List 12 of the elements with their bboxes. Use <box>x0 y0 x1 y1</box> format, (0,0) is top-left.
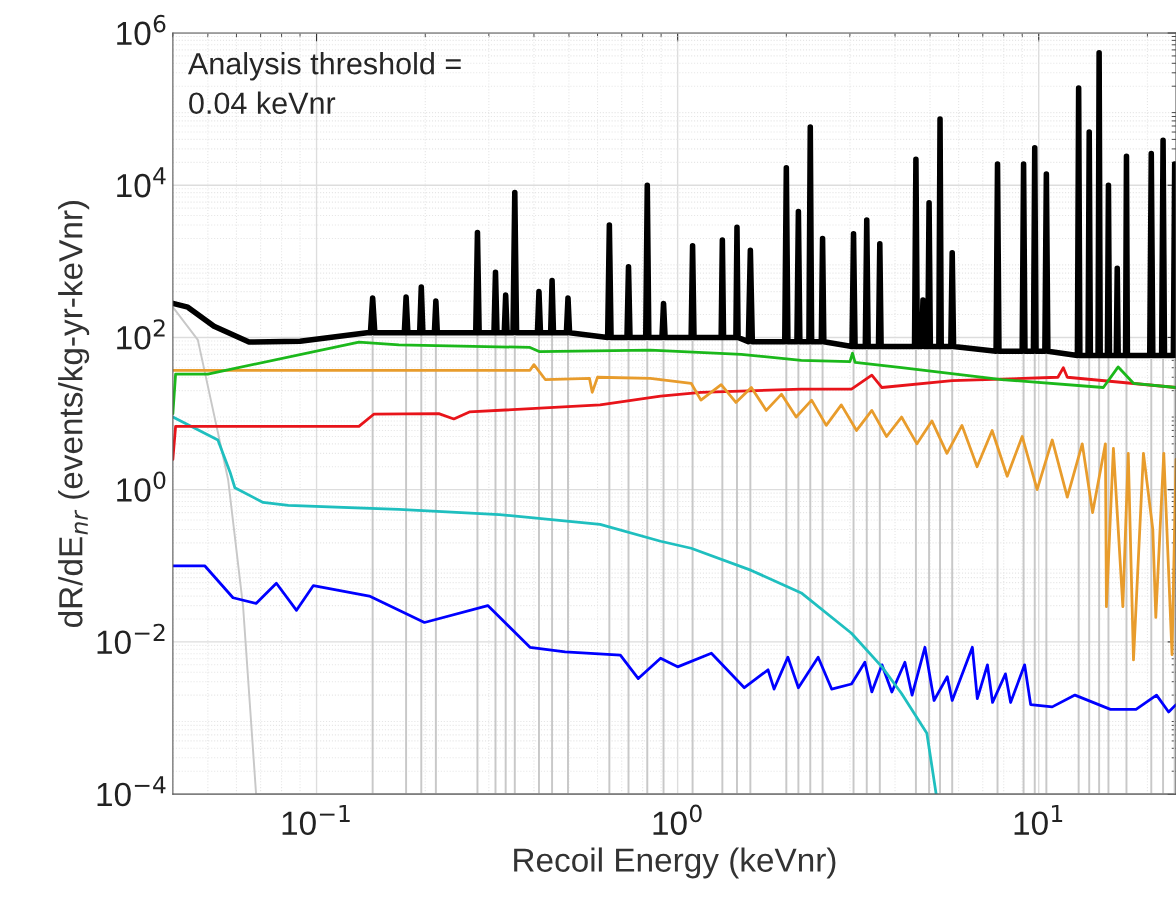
y-tick-label: 10$^{6}$ <box>117 14 166 46</box>
x-tick-label: 10$^{−1}$ <box>282 804 350 836</box>
annotation: Analysis threshold = 0.04 keVnr <box>187 52 461 115</box>
y-tick-label: 10$^{−2}$ <box>97 623 165 655</box>
y-axis-title: dR/dE$_{nr}$ (events/kg-yr-keVnr) <box>58 201 90 627</box>
y-tick-label: 10$^{2}$ <box>117 319 165 350</box>
y-tick-label: 10$^{0}$ <box>117 471 166 502</box>
y-tick-label: 10$^{−4}$ <box>97 776 166 807</box>
x-tick-label: 10$^{1}$ <box>1014 804 1063 836</box>
x-axis-title: Recoil Energy (keVnr) <box>514 847 836 879</box>
y-tick-label: 10$^{4}$ <box>117 167 166 198</box>
x-tick-label: 10$^{0}$ <box>653 804 702 836</box>
